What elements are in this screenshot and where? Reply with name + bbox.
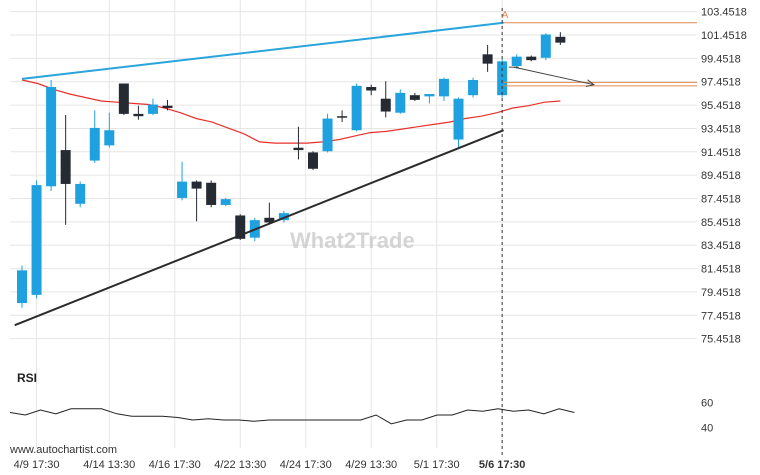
moving-average-layer [21, 79, 561, 144]
candle-bearish [366, 87, 377, 91]
lower-trendline [14, 129, 504, 327]
candle-bullish [46, 87, 57, 187]
x-tick-label: 5/6 17:30 [479, 459, 525, 471]
y-tick-label: 79.4518 [701, 287, 741, 299]
forecast-arrow-line [513, 66, 594, 86]
y-tick-label: 95.4518 [701, 100, 741, 112]
candle-bearish [526, 56, 537, 61]
candle-bearish [133, 113, 144, 117]
upper-trendline [21, 21, 504, 80]
candle-bullish [147, 104, 158, 114]
y-tick-label: 89.4518 [701, 170, 741, 182]
rsi-line [9, 408, 575, 425]
candle-bearish [162, 105, 173, 109]
x-tick-label: 4/22 13:30 [214, 459, 266, 471]
rsi-tick-label: 40 [701, 423, 713, 435]
y-tick-label: 85.4518 [701, 217, 741, 229]
x-axis: 4/9 17:30 4/14 13:30 4/16 17:30 4/22 13:30 4… [14, 459, 526, 471]
rsi-title: RSI [17, 371, 37, 385]
trendlines-layer [14, 21, 697, 327]
candle-bullish [511, 56, 522, 66]
candle-bearish [118, 83, 129, 114]
y-tick-label: 77.4518 [701, 310, 741, 322]
grid [10, 0, 697, 448]
x-tick-label: 4/14 13:30 [83, 459, 135, 471]
candle-bullish [17, 270, 27, 304]
y-tick-label: 81.4518 [701, 264, 741, 276]
candle-bearish [235, 215, 246, 239]
y-axis: 103.4518 101.4518 99.4518 97.4518 95.4518 93.… [701, 7, 747, 346]
candle-bullish [322, 118, 333, 152]
candle-bearish [308, 152, 318, 169]
candle-bullish [424, 94, 435, 97]
candle-bullish [104, 130, 115, 146]
candle-bearish [337, 116, 348, 118]
candle-bearish [293, 147, 304, 151]
candle-bullish [395, 92, 406, 113]
y-tick-label: 99.4518 [701, 53, 741, 65]
y-tick-label: 75.4518 [701, 334, 741, 346]
candle-bullish [31, 185, 42, 295]
pattern-marker-label: A [502, 10, 509, 21]
candle-bullish [468, 80, 479, 96]
candle-bearish [60, 150, 71, 184]
candle-bullish [540, 34, 551, 58]
candle-bullish [220, 199, 231, 205]
candle-bullish [438, 78, 449, 97]
watermark: What2Trade [290, 228, 415, 253]
x-tick-label: 5/1 17:30 [414, 459, 460, 471]
candle-bearish [555, 36, 566, 43]
rsi-panel: 60 40 [9, 398, 713, 435]
forecast-arrow-head [585, 79, 595, 88]
footer-url: www.autochartist.com [9, 444, 117, 456]
y-tick-label: 101.4518 [701, 30, 747, 42]
candle-bullish [497, 61, 508, 96]
y-tick-label: 93.4518 [701, 123, 741, 135]
x-tick-label: 4/16 17:30 [149, 459, 201, 471]
rsi-tick-label: 60 [701, 398, 713, 410]
candle-bearish [206, 182, 217, 205]
candle-bullish [453, 98, 464, 140]
candles-layer [17, 32, 566, 308]
candle-bearish [482, 54, 493, 64]
candle-bearish [380, 98, 391, 112]
y-tick-label: 97.4518 [701, 77, 741, 89]
x-tick-label: 4/29 13:30 [345, 459, 397, 471]
y-tick-label: 91.4518 [701, 147, 741, 159]
x-tick-label: 4/9 17:30 [14, 459, 60, 471]
candle-bullish [75, 183, 86, 204]
y-tick-label: 103.4518 [701, 7, 747, 19]
x-tick-label: 4/24 17:30 [280, 459, 332, 471]
candle-bullish [278, 213, 289, 221]
moving-average-line [21, 79, 561, 144]
candle-bearish [409, 95, 420, 100]
candle-bearish [191, 181, 202, 189]
candle-bearish [264, 217, 275, 223]
candle-bullish [177, 181, 188, 198]
y-tick-label: 87.4518 [701, 194, 741, 206]
candle-bullish [351, 85, 362, 131]
y-tick-label: 83.4518 [701, 240, 741, 252]
candle-bullish [89, 127, 100, 161]
